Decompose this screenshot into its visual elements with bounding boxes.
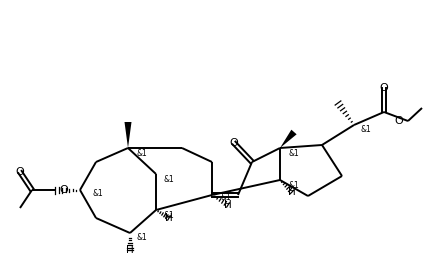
Text: &1: &1 — [361, 125, 371, 135]
Text: O: O — [59, 185, 68, 195]
Text: &1: &1 — [164, 210, 174, 220]
Polygon shape — [124, 122, 132, 148]
Text: &1: &1 — [221, 193, 231, 202]
Text: H: H — [288, 187, 296, 197]
Text: &1: &1 — [137, 234, 147, 242]
Text: &1: &1 — [93, 190, 103, 198]
Text: &1: &1 — [288, 180, 299, 190]
Text: H: H — [224, 200, 232, 210]
Text: &1: &1 — [164, 175, 174, 183]
Text: &1: &1 — [137, 148, 147, 158]
Text: H: H — [165, 213, 173, 223]
Text: O: O — [230, 138, 239, 148]
Text: O: O — [16, 167, 25, 177]
Text: &1: &1 — [288, 148, 299, 158]
Polygon shape — [280, 130, 297, 148]
Text: O: O — [394, 116, 403, 126]
Text: H: H — [126, 245, 134, 255]
Text: O: O — [379, 83, 388, 93]
